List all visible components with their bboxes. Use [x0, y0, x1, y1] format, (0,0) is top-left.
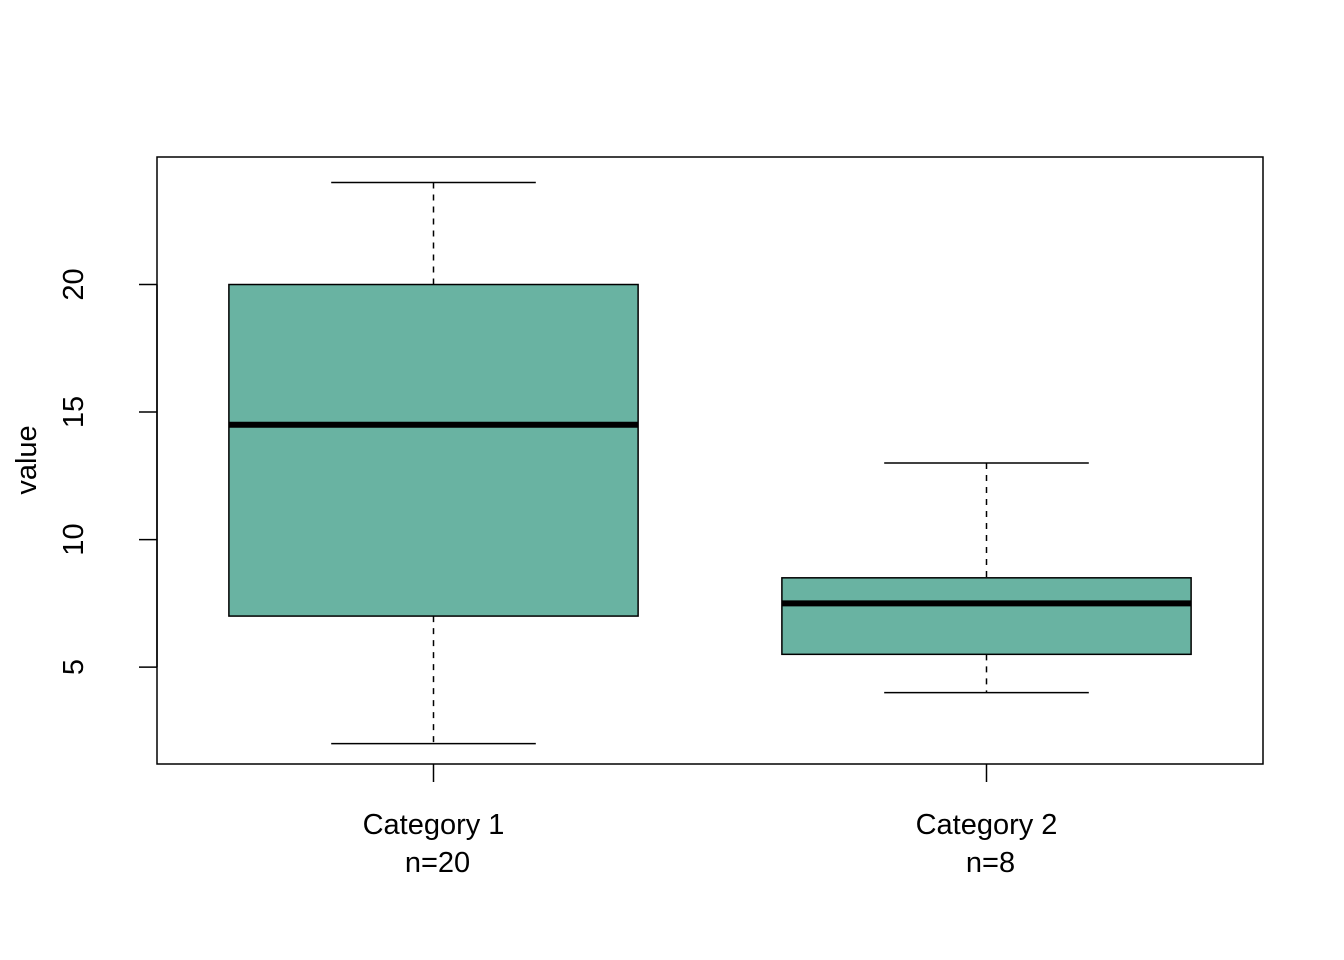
iqr-box [228, 283, 639, 617]
box-group [228, 181, 639, 745]
x-n-label: n=8 [966, 847, 1015, 879]
y-tick-label: 15 [58, 396, 90, 428]
y-axis-title: value [11, 425, 43, 494]
x-axis: Category 1 n=20 Category 2 n=8 [363, 764, 1058, 879]
y-tick-label: 20 [58, 268, 90, 300]
y-tick-label: 5 [58, 659, 90, 675]
iqr-box [781, 577, 1192, 656]
x-category-label: Category 1 [363, 809, 505, 841]
y-axis: 5 10 15 20 [58, 268, 158, 675]
x-category-label: Category 2 [916, 809, 1058, 841]
x-n-label: n=20 [405, 847, 470, 879]
boxes [228, 181, 1192, 745]
box-group [781, 462, 1192, 694]
y-tick-label: 10 [58, 523, 90, 555]
